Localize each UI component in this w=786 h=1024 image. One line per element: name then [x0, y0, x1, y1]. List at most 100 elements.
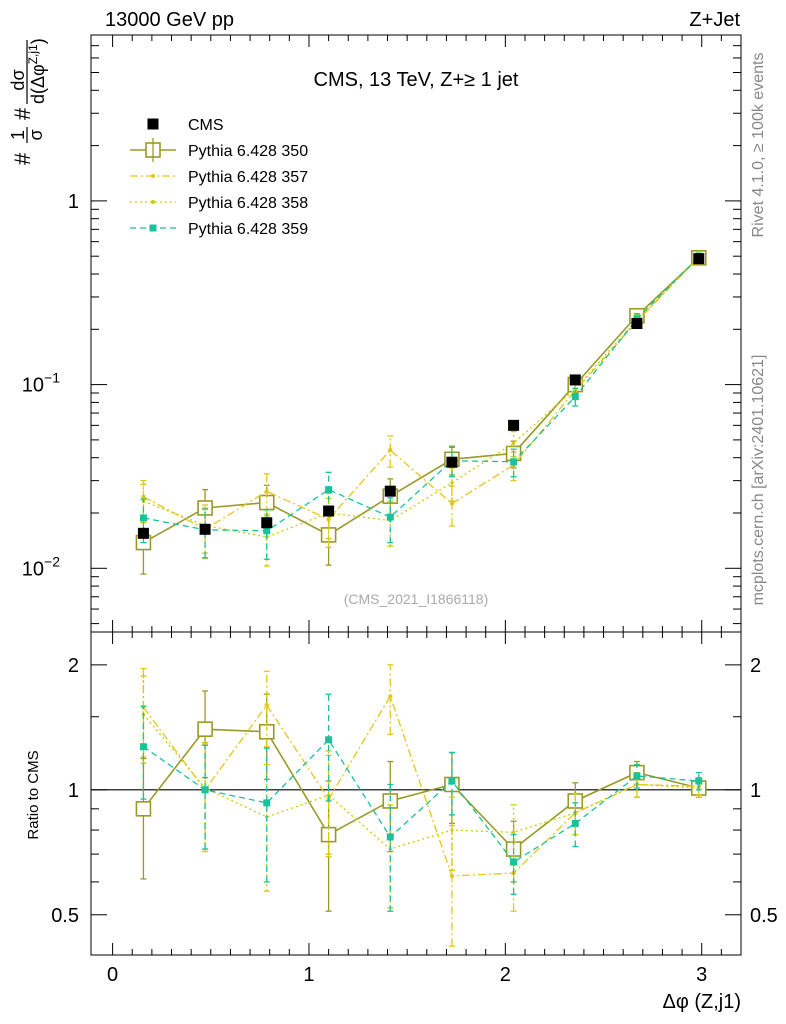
series-line [143, 256, 700, 531]
series-marker [511, 441, 516, 445]
ratio-series-marker [325, 736, 333, 744]
series-marker [326, 517, 331, 522]
ratio-series-marker [511, 830, 516, 834]
data-point [446, 456, 458, 468]
legend-label: Pythia 6.428 358 [188, 195, 308, 212]
legend-item: Pythia 6.428 359 [130, 221, 308, 238]
ratio-series-marker [135, 801, 152, 817]
legend-item: Pythia 6.428 350 [130, 138, 308, 162]
legend-marker [151, 200, 155, 204]
y-tick-label: 1 [68, 191, 79, 213]
analysis-id-label: (CMS_2021_I1866118) [344, 591, 489, 607]
ratio-series-marker [139, 743, 147, 751]
ratio-y-tick-label-right: 2 [750, 655, 761, 677]
mcplots-site-label: mcplots.cern.ch [arXiv:2401.10621] [750, 355, 767, 606]
x-tick-label: 0 [107, 964, 118, 986]
ratio-series-line [142, 713, 699, 850]
ylabel-frac2-end: ) [28, 38, 48, 44]
ratio-series-line [143, 738, 699, 863]
x-axis-label: Δφ (Z,j1) [662, 991, 741, 1013]
series-marker [449, 501, 455, 506]
main-ylabel: # 1 σ # dσ d(ΔφZ,j1) [8, 38, 48, 165]
ratio-series-pythia-6-428-350 [135, 690, 707, 912]
series-marker [388, 447, 393, 453]
series-marker [139, 514, 147, 522]
ylabel-frac2-num: dσ [8, 69, 28, 90]
ratio-series-marker [633, 772, 641, 780]
ylabel-hash-1: # [10, 152, 35, 165]
header-energy-label: 13000 GeV pp [105, 9, 234, 31]
ratio-panel-frame [90, 631, 742, 956]
ylabel-frac2-den: d(ΔφZ,j1) [26, 38, 48, 104]
legend-marker [147, 118, 159, 130]
ratio-series-marker [263, 799, 271, 807]
ratio-series-pythia-6-428-357 [140, 664, 702, 947]
series-cms [137, 253, 705, 539]
ylabel-hash-2: # [10, 107, 35, 120]
ratio-series-pythia-6-428-359 [139, 693, 703, 912]
series-pythia-6-428-350 [135, 250, 707, 575]
ratio-series-marker [695, 777, 703, 785]
series-marker [571, 393, 579, 401]
data-point [137, 527, 149, 539]
series-marker [325, 486, 333, 494]
data-point [199, 523, 211, 535]
ratio-series-pythia-6-428-358 [140, 675, 702, 909]
data-point [384, 485, 396, 497]
ratio-series-line [142, 694, 699, 877]
series-pythia-6-428-358 [140, 253, 702, 567]
data-point [323, 505, 335, 517]
ratio-series-line [142, 728, 699, 851]
series-pythia-6-428-357 [140, 252, 702, 560]
series-line [143, 257, 700, 538]
ylabel-frac1-den: σ [26, 129, 46, 140]
ratio-y-tick-label-right: 1 [750, 780, 761, 802]
ratio-series-marker [386, 833, 394, 841]
x-tick-label: 2 [500, 964, 511, 986]
legend-item: Pythia 6.428 358 [130, 195, 308, 212]
data-point [569, 374, 581, 386]
ratio-y-tick-label: 0.5 [51, 905, 79, 927]
legend-label: CMS [188, 117, 224, 134]
ylabel-frac1-num: 1 [8, 130, 28, 140]
legend-marker [149, 224, 157, 232]
ratio-series-marker [571, 819, 579, 827]
ratio-series-marker [201, 786, 209, 794]
ratio-y-tick-label-right: 0.5 [750, 905, 778, 927]
x-tick-label: 3 [696, 964, 707, 986]
legend-label: Pythia 6.428 359 [188, 221, 308, 238]
ratio-series-layer [135, 664, 707, 947]
ratio-series-marker [264, 702, 269, 708]
main-series-layer [135, 250, 707, 575]
legend-item: CMS [147, 117, 224, 134]
ratio-y-tick-label: 2 [68, 655, 79, 677]
ratio-series-marker [388, 694, 393, 699]
ratio-series-marker [449, 873, 455, 879]
ratio-series-marker [450, 828, 454, 832]
series-pythia-6-428-359 [139, 252, 703, 560]
legend: CMS Pythia 6.428 350 Pythia 6.428 357 Pythi… [130, 117, 308, 238]
series-marker [386, 513, 394, 521]
data-point [693, 253, 705, 265]
legend-label: Pythia 6.428 350 [188, 143, 308, 160]
ylabel-frac2-den-text: d(Δφ [28, 64, 48, 104]
y-tick-label: 10−1 [22, 370, 60, 397]
series-marker [264, 489, 269, 494]
rivet-version-label: Rivet 4.1.0, ≥ 100k events [750, 53, 767, 238]
series-marker [510, 458, 518, 466]
series-line [143, 257, 700, 544]
data-point [508, 419, 520, 431]
legend-marker [151, 174, 155, 178]
axes-layer: 0 1 2 3 10−2 10−1 1 0.5 0.5 1 1 2 2 [22, 34, 778, 986]
x-tick-label: 1 [303, 964, 314, 986]
data-point [261, 517, 273, 529]
ratio-series-marker [197, 721, 213, 737]
series-marker [450, 481, 454, 485]
series-marker [263, 527, 271, 535]
ratio-ylabel: Ratio to CMS [25, 750, 42, 839]
header-process-label: Z+Jet [689, 9, 740, 31]
ratio-series-marker [510, 858, 518, 866]
ratio-y-tick-label: 1 [68, 780, 79, 802]
legend-item: Pythia 6.428 357 [130, 169, 308, 186]
